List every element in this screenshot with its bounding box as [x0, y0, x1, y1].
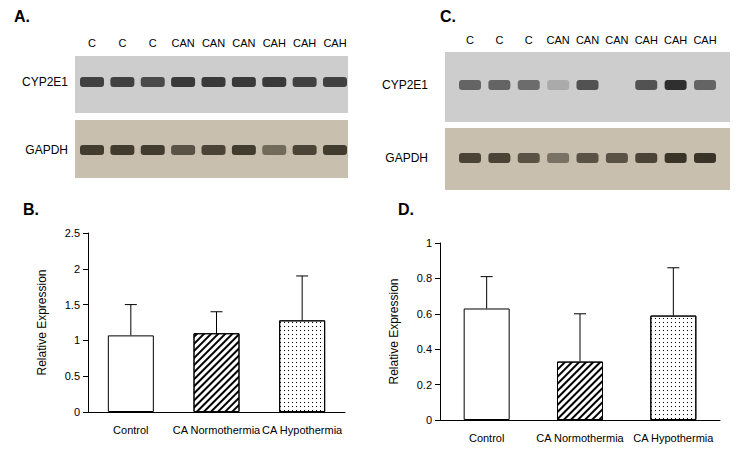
svg-text:Control: Control — [113, 424, 148, 436]
svg-text:1.5: 1.5 — [65, 299, 80, 311]
svg-text:B.: B. — [23, 201, 39, 218]
svg-text:GAPDH: GAPDH — [25, 143, 68, 157]
svg-text:0: 0 — [426, 414, 432, 426]
svg-text:CAN: CAN — [232, 37, 255, 49]
svg-text:CA Hypothermia: CA Hypothermia — [633, 432, 714, 444]
svg-text:C: C — [118, 37, 126, 49]
svg-text:CAH: CAH — [293, 37, 316, 49]
svg-text:C: C — [88, 37, 96, 49]
svg-text:CAN: CAN — [576, 34, 599, 46]
svg-text:CA Normothermia: CA Normothermia — [536, 432, 624, 444]
svg-text:CAN: CAN — [605, 34, 628, 46]
svg-text:CAN: CAN — [202, 37, 225, 49]
svg-text:0.8: 0.8 — [417, 272, 432, 284]
svg-text:Relative Expression: Relative Expression — [387, 278, 401, 384]
svg-text:CYP2E1: CYP2E1 — [382, 78, 428, 92]
svg-text:CA Normothermia: CA Normothermia — [173, 424, 261, 436]
svg-text:CAH: CAH — [323, 37, 346, 49]
svg-text:C: C — [149, 37, 157, 49]
svg-text:C: C — [466, 34, 474, 46]
svg-text:A.: A. — [14, 8, 30, 25]
svg-text:CAN: CAN — [172, 37, 195, 49]
svg-text:2: 2 — [74, 263, 80, 275]
svg-text:0.2: 0.2 — [417, 379, 432, 391]
svg-text:Relative Expression: Relative Expression — [35, 269, 49, 375]
svg-text:CA Hypothermia: CA Hypothermia — [262, 424, 343, 436]
svg-text:CAN: CAN — [547, 34, 570, 46]
svg-text:CAH: CAH — [693, 34, 716, 46]
svg-text:CYP2E1: CYP2E1 — [22, 75, 68, 89]
svg-text:C: C — [525, 34, 533, 46]
svg-text:0.5: 0.5 — [65, 370, 80, 382]
svg-text:0.6: 0.6 — [417, 308, 432, 320]
svg-text:0.4: 0.4 — [417, 343, 432, 355]
svg-text:CAH: CAH — [664, 34, 687, 46]
svg-text:0: 0 — [74, 406, 80, 418]
svg-text:2.5: 2.5 — [65, 227, 80, 239]
svg-text:GAPDH: GAPDH — [385, 151, 428, 165]
svg-text:1: 1 — [426, 237, 432, 249]
svg-text:CAH: CAH — [263, 37, 286, 49]
svg-text:CAH: CAH — [635, 34, 658, 46]
svg-text:Control: Control — [469, 432, 504, 444]
svg-text:1: 1 — [74, 334, 80, 346]
svg-text:C.: C. — [440, 8, 456, 25]
svg-text:D.: D. — [398, 201, 414, 218]
svg-text:C: C — [495, 34, 503, 46]
